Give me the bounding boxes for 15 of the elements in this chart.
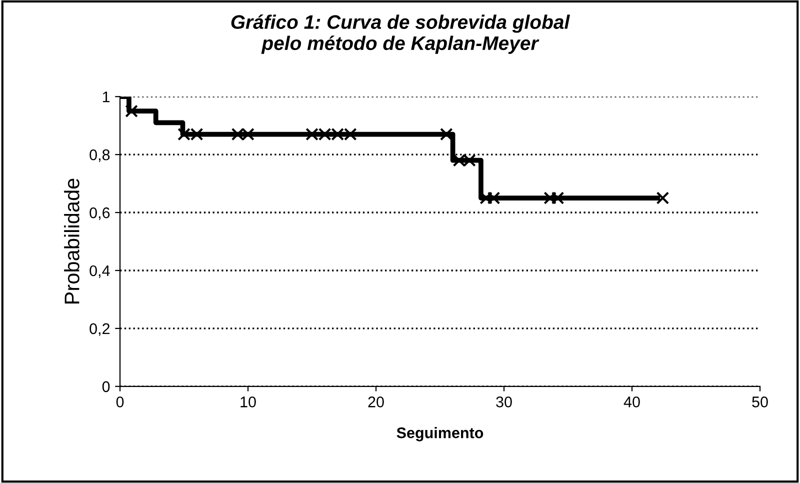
- y-tick-label: 0,2: [90, 323, 110, 336]
- x-tick-label: 30: [496, 396, 512, 408]
- y-tick-label: 0: [102, 381, 110, 392]
- x-axis-title: Seguimento: [396, 427, 484, 442]
- y-tick-label: 1: [102, 92, 110, 102]
- x-tick-label: 40: [624, 396, 640, 408]
- y-axis-title: Probabilidade: [64, 178, 80, 304]
- x-tick-label: 50: [752, 396, 768, 408]
- chart-title: Gráfico 1: Curva de sobrevida global pelo método de Kaplan-Meyer: [231, 14, 570, 54]
- y-tick-label: 0,8: [90, 149, 110, 162]
- y-tick-label: 0,6: [90, 207, 110, 220]
- y-tick-label: 0,4: [90, 265, 110, 278]
- x-tick-label: 10: [240, 396, 256, 408]
- x-tick-label: 20: [368, 396, 384, 408]
- x-tick-label: 0: [116, 396, 124, 408]
